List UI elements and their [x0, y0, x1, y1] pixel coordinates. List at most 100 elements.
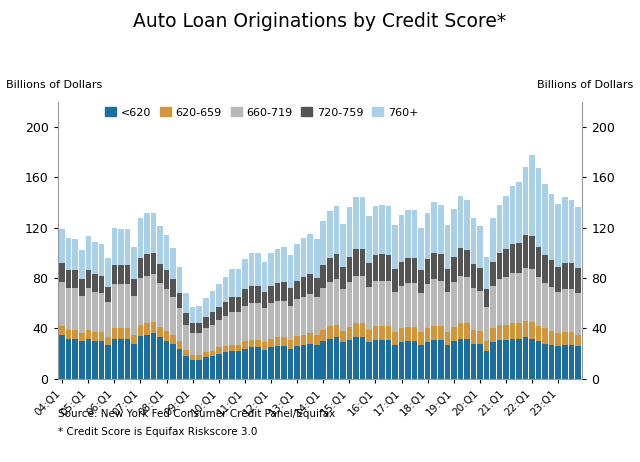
Bar — [111, 339, 117, 379]
Bar — [372, 340, 378, 379]
Bar — [288, 255, 293, 288]
Bar — [399, 261, 404, 286]
Bar — [380, 340, 385, 379]
Bar — [484, 289, 489, 307]
Bar — [392, 292, 398, 332]
Bar — [144, 323, 150, 335]
Bar — [490, 261, 496, 286]
Bar — [255, 286, 260, 303]
Bar — [86, 330, 91, 339]
Bar — [288, 288, 293, 306]
Bar — [392, 345, 398, 379]
Bar — [242, 259, 248, 289]
Bar — [568, 263, 574, 289]
Bar — [438, 254, 444, 280]
Bar — [196, 360, 202, 379]
Bar — [151, 274, 156, 322]
Bar — [151, 253, 156, 274]
Bar — [236, 269, 241, 297]
Text: Billions of Dollars: Billions of Dollars — [6, 80, 102, 90]
Bar — [484, 341, 489, 351]
Bar — [314, 335, 319, 345]
Bar — [249, 253, 254, 286]
Bar — [490, 286, 496, 328]
Bar — [340, 267, 346, 289]
Bar — [490, 342, 496, 379]
Bar — [556, 292, 561, 334]
Bar — [431, 202, 437, 253]
Bar — [170, 335, 176, 344]
Bar — [366, 287, 372, 330]
Bar — [138, 258, 143, 278]
Bar — [301, 277, 307, 297]
Bar — [275, 249, 280, 283]
Bar — [405, 210, 411, 258]
Bar — [151, 213, 156, 253]
Bar — [327, 326, 333, 339]
Bar — [125, 284, 130, 328]
Bar — [503, 340, 509, 379]
Bar — [242, 349, 248, 379]
Bar — [438, 340, 444, 379]
Bar — [353, 337, 358, 379]
Bar — [523, 337, 529, 379]
Bar — [294, 336, 300, 346]
Bar — [575, 335, 580, 346]
Bar — [209, 312, 215, 325]
Bar — [170, 297, 176, 335]
Bar — [321, 288, 326, 330]
Bar — [386, 326, 391, 340]
Bar — [111, 266, 117, 284]
Bar — [431, 340, 437, 379]
Bar — [529, 322, 535, 339]
Bar — [190, 334, 195, 355]
Bar — [543, 328, 548, 344]
Bar — [380, 326, 385, 340]
Bar — [333, 337, 339, 379]
Bar — [184, 325, 189, 350]
Bar — [307, 294, 313, 334]
Bar — [327, 211, 333, 258]
Bar — [60, 326, 65, 335]
Bar — [419, 270, 424, 293]
Bar — [503, 196, 509, 249]
Bar — [490, 328, 496, 342]
Bar — [216, 307, 221, 320]
Bar — [118, 229, 124, 266]
Bar — [209, 351, 215, 356]
Bar — [503, 325, 509, 340]
Bar — [138, 336, 143, 379]
Bar — [92, 274, 97, 292]
Bar — [458, 248, 463, 275]
Bar — [484, 351, 489, 379]
Bar — [470, 344, 476, 379]
Bar — [353, 249, 358, 275]
Bar — [562, 289, 568, 332]
Bar — [333, 280, 339, 325]
Bar — [321, 221, 326, 266]
Bar — [347, 207, 352, 256]
Bar — [60, 282, 65, 326]
Bar — [255, 347, 260, 379]
Bar — [451, 209, 456, 256]
Bar — [372, 326, 378, 340]
Bar — [347, 282, 352, 327]
Bar — [327, 282, 333, 326]
Bar — [86, 288, 91, 330]
Bar — [157, 327, 163, 337]
Bar — [431, 253, 437, 280]
Bar — [164, 270, 170, 289]
Bar — [282, 282, 287, 301]
Bar — [275, 346, 280, 379]
Bar — [177, 267, 182, 293]
Bar — [164, 289, 170, 331]
Bar — [275, 337, 280, 346]
Bar — [196, 334, 202, 355]
Bar — [307, 234, 313, 274]
Bar — [307, 274, 313, 294]
Bar — [477, 226, 483, 268]
Bar — [314, 345, 319, 379]
Bar — [262, 342, 268, 350]
Bar — [562, 345, 568, 379]
Bar — [477, 344, 483, 379]
